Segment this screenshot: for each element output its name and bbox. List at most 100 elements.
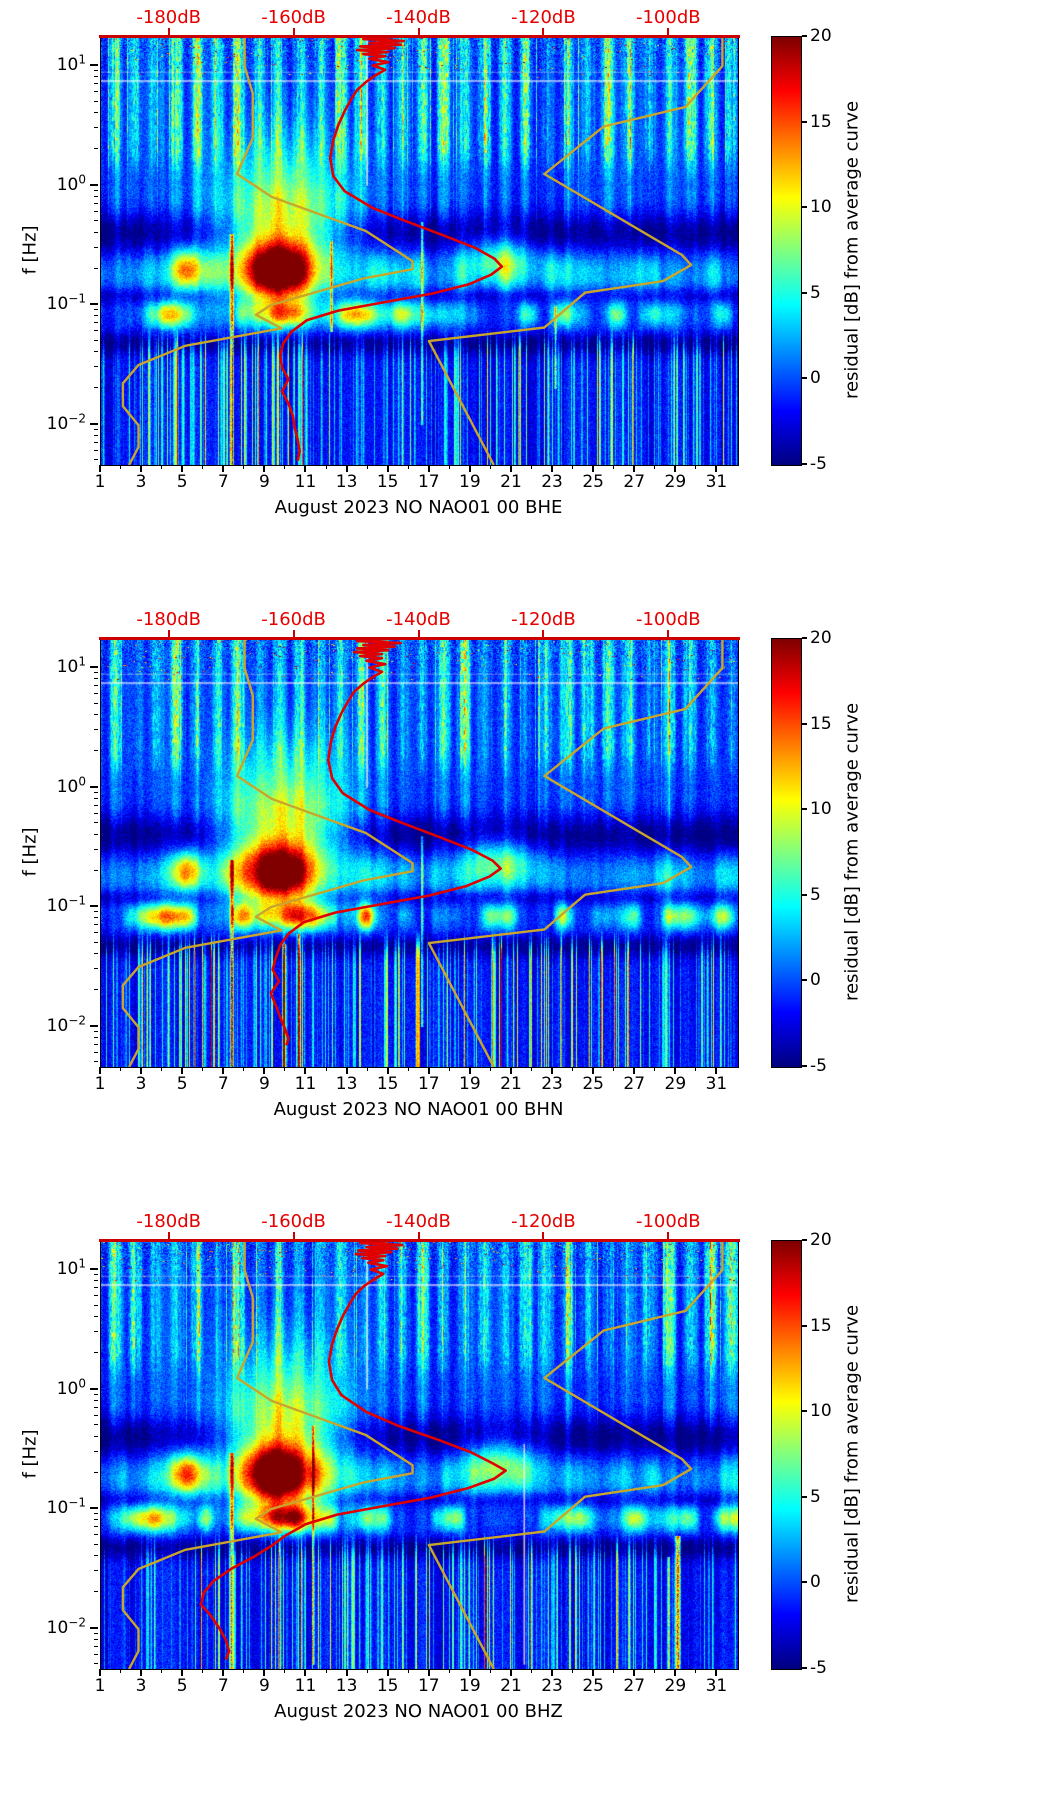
y-minor-tick bbox=[94, 917, 98, 919]
y-minor-tick bbox=[94, 714, 98, 716]
y-minor-tick bbox=[94, 387, 98, 389]
y-minor-tick bbox=[94, 1534, 98, 1536]
y-minor-tick bbox=[94, 267, 98, 269]
x-tick-label: 13 bbox=[335, 1074, 358, 1094]
x-minor-tick bbox=[572, 1669, 574, 1673]
y-minor-tick bbox=[94, 822, 98, 824]
y-minor-tick bbox=[94, 924, 98, 926]
x-tick bbox=[140, 1669, 143, 1676]
y-minor-tick bbox=[94, 1526, 98, 1528]
x-minor-tick bbox=[654, 465, 656, 469]
x-tick-label: 25 bbox=[582, 1074, 604, 1094]
top-tick bbox=[667, 630, 670, 638]
y-tick-label: 10−1 bbox=[46, 893, 86, 917]
x-tick-label: 21 bbox=[500, 1676, 522, 1696]
y-tick-label: 100 bbox=[56, 1376, 86, 1399]
y-minor-tick bbox=[94, 322, 98, 324]
y-minor-tick bbox=[94, 1399, 98, 1401]
top-tick bbox=[292, 630, 295, 638]
y-minor-tick bbox=[94, 848, 98, 850]
colorbar-tick bbox=[802, 808, 807, 811]
x-axis-label: August 2023 NO NAO01 00 BHZ bbox=[274, 1701, 563, 1722]
y-tick-label: 10−1 bbox=[46, 1495, 86, 1519]
x-tick bbox=[551, 1067, 554, 1074]
x-tick-label: 17 bbox=[417, 1676, 440, 1696]
x-tick-label: 27 bbox=[623, 1074, 646, 1094]
colorbar-tick bbox=[802, 1495, 807, 1498]
colorbar-tick bbox=[802, 979, 807, 982]
spectrogram-heatmap bbox=[101, 1241, 738, 1669]
x-minor-tick bbox=[366, 1669, 368, 1673]
x-minor-tick bbox=[325, 1067, 327, 1071]
x-tick-label: 13 bbox=[335, 472, 358, 492]
overlay-curves bbox=[121, 1241, 724, 1669]
y-minor-tick bbox=[94, 1295, 98, 1297]
x-tick bbox=[181, 1669, 184, 1676]
x-tick-label: 1 bbox=[94, 472, 106, 492]
y-minor-tick bbox=[94, 1513, 98, 1515]
x-tick-label: 19 bbox=[459, 1074, 481, 1094]
y-minor-tick bbox=[94, 1591, 98, 1593]
y-minor-tick bbox=[94, 797, 98, 799]
spectrogram-heatmap bbox=[101, 37, 738, 465]
x-minor-tick bbox=[284, 465, 286, 469]
x-axis-label: August 2023 NO NAO01 00 BHN bbox=[273, 1099, 564, 1120]
x-minor-tick bbox=[284, 1067, 286, 1071]
x-tick bbox=[304, 465, 307, 472]
x-tick-label: 11 bbox=[294, 1074, 317, 1094]
colorbar-tick-label: 15 bbox=[810, 111, 832, 132]
y-tick bbox=[90, 1626, 98, 1629]
x-tick bbox=[345, 1669, 348, 1676]
colorbar-tick-label: 15 bbox=[810, 1315, 832, 1336]
y-minor-tick bbox=[94, 76, 98, 78]
colorbar-gradient bbox=[772, 37, 801, 465]
low-noise-model-curve bbox=[121, 639, 414, 1067]
high-noise-model-curve bbox=[427, 639, 724, 1067]
x-minor-tick bbox=[654, 1067, 656, 1071]
top-tick-label: -140dB bbox=[386, 609, 451, 630]
x-tick bbox=[222, 1669, 225, 1676]
y-minor-tick bbox=[94, 1653, 98, 1655]
x-minor-tick bbox=[489, 465, 491, 469]
x-minor-tick bbox=[366, 1067, 368, 1071]
x-tick bbox=[345, 465, 348, 472]
x-tick-label: 19 bbox=[459, 472, 481, 492]
spectrogram-plot-bhn bbox=[99, 637, 740, 1068]
colorbar-tick bbox=[802, 35, 807, 37]
top-axis-spine bbox=[99, 35, 740, 38]
x-tick-label: 1 bbox=[94, 1676, 106, 1696]
x-tick-label: 25 bbox=[582, 472, 604, 492]
x-tick bbox=[551, 465, 554, 472]
x-tick-label: 15 bbox=[376, 1676, 399, 1696]
x-tick-label: 25 bbox=[582, 1676, 604, 1696]
x-tick-label: 19 bbox=[459, 1676, 481, 1696]
y-minor-tick bbox=[94, 869, 98, 871]
x-tick bbox=[674, 465, 677, 472]
y-minor-tick bbox=[94, 1435, 98, 1437]
y-tick-label: 10−2 bbox=[46, 1615, 86, 1638]
y-minor-tick bbox=[94, 112, 98, 114]
colorbar-label: residual [dB] from average curve bbox=[841, 100, 863, 400]
y-tick bbox=[90, 905, 98, 908]
x-tick-label: 29 bbox=[664, 472, 687, 492]
y-minor-tick bbox=[94, 246, 98, 248]
y-minor-tick bbox=[94, 210, 98, 212]
y-axis-label: f [Hz] bbox=[19, 225, 41, 275]
top-tick bbox=[542, 28, 545, 36]
x-tick bbox=[427, 1669, 430, 1676]
top-tick bbox=[167, 1232, 170, 1240]
x-tick-label: 21 bbox=[500, 1074, 522, 1094]
y-minor-tick bbox=[94, 1638, 98, 1640]
y-minor-tick bbox=[94, 750, 98, 752]
y-minor-tick bbox=[94, 1424, 98, 1426]
x-minor-tick bbox=[202, 465, 204, 469]
y-minor-tick bbox=[94, 100, 98, 102]
x-minor-tick bbox=[243, 1067, 245, 1071]
y-tick-label: 100 bbox=[56, 172, 86, 195]
y-minor-tick bbox=[94, 1543, 98, 1545]
x-minor-tick bbox=[613, 1669, 615, 1673]
y-tick-label: 101 bbox=[56, 1256, 86, 1280]
colorbar-gradient bbox=[772, 639, 801, 1067]
x-tick bbox=[222, 465, 225, 472]
y-minor-tick bbox=[94, 685, 98, 687]
